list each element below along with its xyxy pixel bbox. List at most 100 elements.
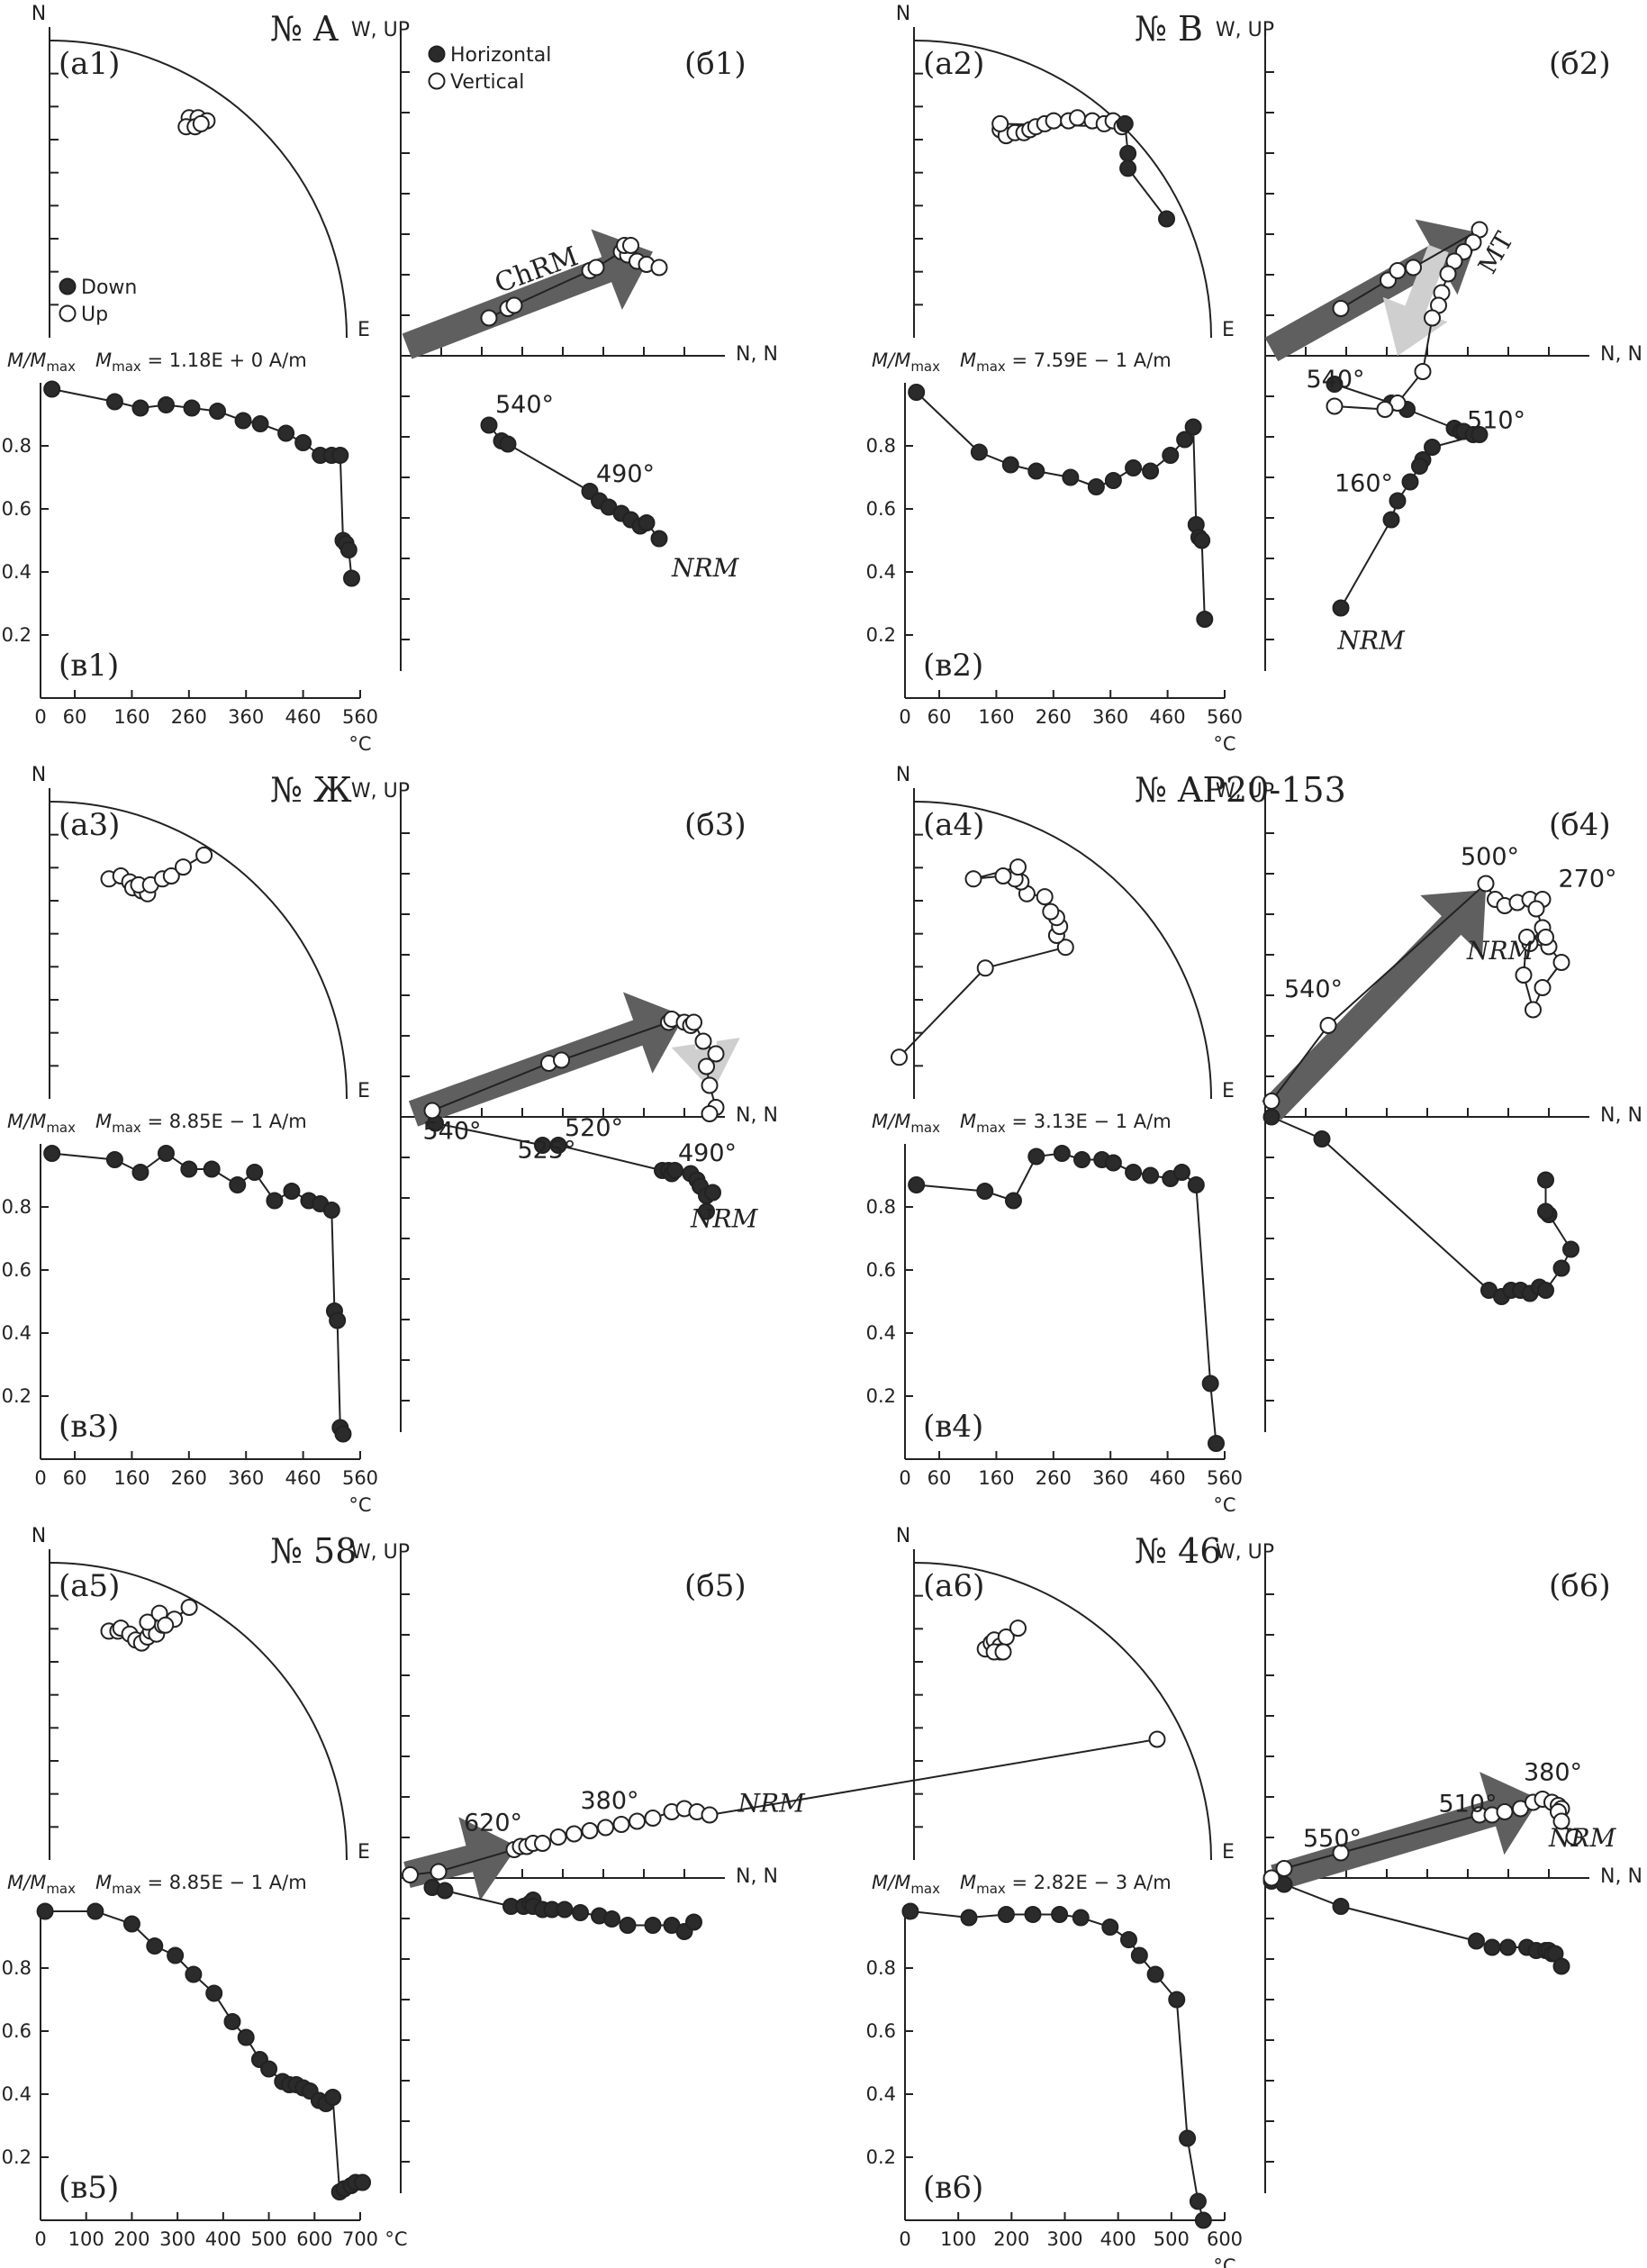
zij-point-vertical bbox=[1518, 929, 1535, 946]
demag-point bbox=[1162, 447, 1180, 464]
nrm-label: NRM bbox=[1337, 626, 1407, 656]
legend-up-marker bbox=[59, 304, 77, 322]
demag-x-tick-label: 260 bbox=[1036, 706, 1072, 728]
demag-x-tick-label: 160 bbox=[113, 1467, 149, 1489]
sample-label: № B bbox=[1135, 9, 1203, 49]
demag-y-tick-label: 0.6 bbox=[866, 1259, 896, 1281]
nrm-label: NRM bbox=[1548, 1823, 1617, 1853]
demag-point bbox=[334, 1425, 352, 1443]
demag-y-tick-label: 0.6 bbox=[2, 2020, 32, 2042]
demag-line bbox=[916, 1152, 1217, 1444]
demag-x-unit: °C bbox=[385, 2228, 407, 2250]
zij-point-vertical bbox=[701, 1076, 719, 1094]
demag-point bbox=[1072, 1909, 1090, 1927]
demag-x-tick-label: 160 bbox=[978, 706, 1014, 728]
demag-point bbox=[997, 1906, 1015, 1923]
stereo-arc bbox=[49, 801, 348, 1100]
stereo-point-up bbox=[180, 1599, 198, 1616]
demag-point bbox=[1073, 1151, 1091, 1168]
demag-point bbox=[1172, 1164, 1190, 1181]
demag-y-tick-label: 0.4 bbox=[2, 1322, 32, 1344]
demag-point bbox=[1142, 462, 1160, 480]
zij-point-vertical bbox=[480, 309, 498, 327]
demag-point bbox=[1001, 456, 1019, 474]
legend-down-text: Down bbox=[81, 277, 137, 299]
demag-point bbox=[1027, 1148, 1045, 1166]
zij-w-up-label: W, UP bbox=[1216, 1541, 1274, 1564]
stereo-point-up bbox=[1009, 858, 1027, 876]
demag-point bbox=[322, 1202, 340, 1219]
zij-point-vertical bbox=[402, 1866, 419, 1883]
zij-point-horizontal bbox=[1552, 1259, 1570, 1277]
demag-x-tick-label: 360 bbox=[1092, 1467, 1128, 1489]
temperature-annotation: 500° bbox=[1461, 843, 1519, 871]
panel-label-a: (а5) bbox=[59, 1568, 120, 1604]
demag-x-tick-label: 160 bbox=[113, 706, 149, 728]
zij-point-vertical bbox=[1534, 979, 1552, 996]
zij-point-horizontal bbox=[436, 1882, 454, 1900]
zij-point-vertical bbox=[597, 1819, 614, 1837]
zij-point-horizontal bbox=[666, 1162, 683, 1179]
zij-point-vertical bbox=[1565, 1828, 1583, 1846]
zij-point-horizontal bbox=[1424, 439, 1441, 456]
demag-point bbox=[1168, 1991, 1186, 2009]
demag-y-tick-label: 0.8 bbox=[866, 1957, 896, 1979]
demag-x-tick-label: 0 bbox=[34, 706, 46, 728]
demag-point bbox=[1189, 2192, 1207, 2210]
legend-vertical-marker bbox=[428, 72, 446, 90]
zij-point-vertical bbox=[1515, 966, 1533, 984]
demag-point bbox=[223, 2013, 241, 2030]
demag-point bbox=[36, 1902, 54, 1920]
component-arrow bbox=[1271, 1772, 1540, 1892]
zij-point-horizontal bbox=[1471, 426, 1489, 443]
zij-point-horizontal bbox=[1499, 1938, 1516, 1956]
demag-y-tick-label: 0.4 bbox=[866, 2083, 896, 2105]
demag-x-tick-label: 100 bbox=[940, 2228, 976, 2250]
demag-x-tick-label: 200 bbox=[993, 2228, 1029, 2250]
demag-x-unit: °C bbox=[1213, 2255, 1235, 2268]
mmax-label: M/Mmax Mmax = 7.59E − 1 A/m bbox=[872, 349, 1172, 375]
zij-point-vertical bbox=[1332, 300, 1350, 317]
demag-x-tick-label: 460 bbox=[1150, 1467, 1186, 1489]
temperature-annotation: 490° bbox=[596, 460, 655, 488]
zij-n-label: N, N bbox=[736, 343, 778, 366]
stereo-north-label: N bbox=[896, 764, 910, 786]
component-arrow-light bbox=[1382, 244, 1449, 356]
demag-point bbox=[1194, 2211, 1212, 2229]
temperature-annotation: 540° bbox=[1284, 975, 1343, 1003]
panel-label-v: (в2) bbox=[923, 648, 983, 684]
demag-point bbox=[260, 2060, 278, 2078]
mmax-label: M/Mmax Mmax = 8.85E − 1 A/m bbox=[7, 1872, 307, 1897]
panel-label-a: (а6) bbox=[923, 1568, 984, 1604]
demag-x-tick-label: 460 bbox=[285, 706, 321, 728]
demag-point bbox=[1087, 478, 1105, 495]
demag-x-tick-label: 60 bbox=[928, 1467, 952, 1489]
demag-x-tick-label: 100 bbox=[68, 2228, 104, 2250]
panel-label-b: (б1) bbox=[684, 46, 747, 82]
zij-point-vertical bbox=[1148, 1730, 1166, 1748]
demag-point bbox=[1053, 1145, 1071, 1162]
demag-x-tick-label: 360 bbox=[228, 1467, 264, 1489]
zij-n-label: N, N bbox=[736, 1865, 778, 1888]
stereo-point-up bbox=[1036, 888, 1054, 906]
nrm-label: NRM bbox=[738, 1789, 807, 1819]
zij-point-vertical bbox=[1527, 900, 1545, 918]
zij-point-horizontal bbox=[480, 416, 498, 434]
legend-horizontal-marker bbox=[428, 45, 446, 63]
nrm-label: NRM bbox=[690, 1204, 759, 1234]
stereo-north-label: N bbox=[32, 764, 46, 786]
demag-point bbox=[203, 1160, 221, 1178]
demag-y-tick-label: 0.6 bbox=[2, 1259, 32, 1281]
zij-point-vertical bbox=[701, 1105, 719, 1122]
zij-point-vertical bbox=[430, 1863, 448, 1881]
demag-x-tick-label: 600 bbox=[1207, 2228, 1243, 2250]
demag-y-tick-label: 0.6 bbox=[2, 498, 32, 520]
zij-point-vertical bbox=[622, 237, 639, 254]
stereo-arc bbox=[49, 40, 348, 339]
demag-x-tick-label: 260 bbox=[1036, 1467, 1072, 1489]
demag-point bbox=[1104, 1154, 1122, 1172]
zij-point-vertical bbox=[553, 1051, 570, 1069]
stereo-point-up bbox=[1042, 903, 1060, 921]
temperature-annotation: 540° bbox=[423, 1118, 482, 1146]
